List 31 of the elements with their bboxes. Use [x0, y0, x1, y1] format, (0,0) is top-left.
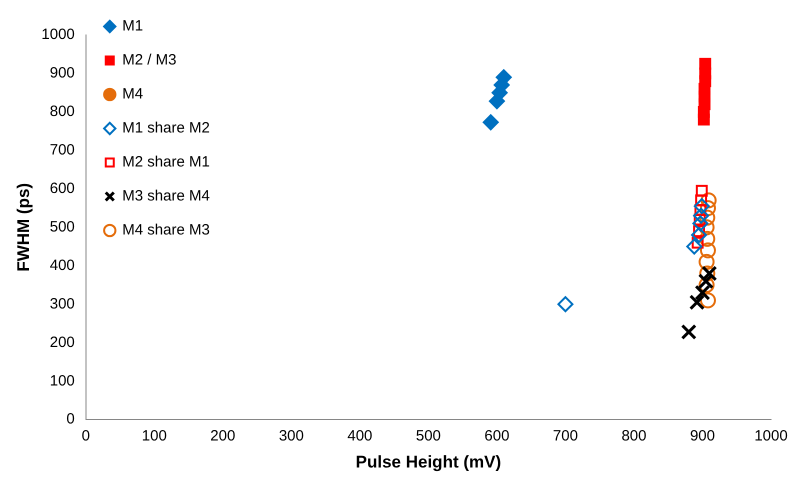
x-tick-label: 0 [82, 428, 90, 445]
y-tick-label: 900 [50, 64, 75, 82]
legend-label: M1 [122, 18, 144, 35]
x-tick-label: 1000 [754, 428, 788, 445]
y-tick-label: 600 [50, 180, 75, 197]
y-tick-label: 700 [50, 142, 75, 159]
legend-label: M3 share M4 [122, 188, 210, 205]
x-tick-label: 300 [278, 428, 304, 445]
y-tick-label: 200 [50, 334, 75, 351]
x-axis-title: Pulse Height (mV) [356, 452, 502, 472]
y-tick-label: 1000 [41, 26, 75, 44]
y-axis-title: FWHM (ps) [14, 182, 33, 272]
y-tick-label: 300 [50, 295, 75, 312]
legend-label: M2 share M1 [122, 154, 210, 171]
x-tick-label: 200 [210, 428, 236, 445]
x-tick-label: 700 [552, 428, 578, 445]
x-tick-label: 800 [621, 428, 646, 445]
y-tick-label: 800 [50, 103, 75, 120]
y-tick-label: 500 [50, 218, 75, 236]
legend-label: M4 share M3 [122, 222, 210, 239]
x-tick-label: 400 [347, 428, 372, 445]
x-tick-label: 600 [484, 428, 510, 445]
y-tick-label: 100 [50, 372, 75, 390]
x-tick-label: 500 [416, 428, 441, 445]
x-tick-label: 100 [142, 428, 167, 445]
y-tick-label: 0 [66, 410, 75, 428]
y-tick-label: 400 [50, 256, 75, 274]
x-tick-label: 900 [690, 428, 715, 445]
legend-label: M1 share M2 [122, 120, 210, 137]
legend-label: M2 / M3 [122, 52, 176, 69]
legend-label: M4 [122, 86, 144, 103]
